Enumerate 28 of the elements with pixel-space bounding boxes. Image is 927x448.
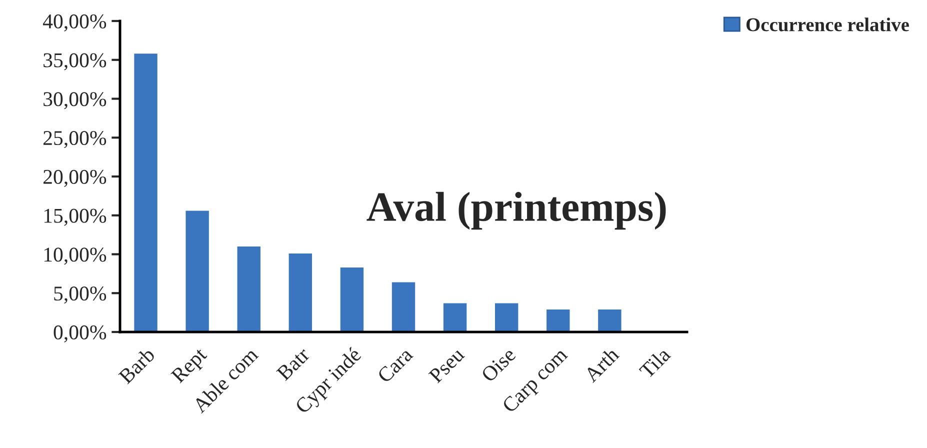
x-tick-label: Oise bbox=[480, 346, 516, 383]
bar bbox=[186, 210, 209, 332]
x-tick-label: Tila bbox=[638, 346, 672, 380]
x-tick-label: Pseu bbox=[428, 346, 466, 384]
x-tick-label: Cara bbox=[376, 346, 414, 384]
x-tick-label: Arth bbox=[582, 346, 620, 384]
bar bbox=[392, 282, 416, 332]
y-tick-label: 10,00% bbox=[44, 248, 106, 265]
bar bbox=[546, 309, 570, 332]
y-tick-label: 15,00% bbox=[44, 208, 106, 226]
bar bbox=[443, 303, 467, 332]
y-tick-label: 30,00% bbox=[44, 92, 106, 110]
bar bbox=[494, 303, 518, 332]
bar bbox=[340, 267, 364, 332]
y-tick-label: 25,00% bbox=[43, 131, 106, 148]
y-tick-label: 40,00% bbox=[42, 14, 106, 32]
legend-label: Occurrence relative bbox=[746, 18, 909, 32]
text: Aval (printemps) bbox=[366, 192, 666, 230]
y-tick-label: 20,00% bbox=[43, 170, 106, 187]
bar bbox=[288, 253, 312, 332]
y-tick-label: 35,00% bbox=[44, 53, 106, 70]
x-tick-label: Barb bbox=[118, 346, 156, 384]
x-tick-label: Batr bbox=[276, 346, 311, 382]
bar bbox=[134, 54, 158, 332]
bar bbox=[237, 246, 260, 332]
y-tick-label: 0,00% bbox=[54, 325, 106, 342]
y-tick-label: 5,00% bbox=[54, 286, 106, 304]
bar bbox=[598, 309, 622, 332]
